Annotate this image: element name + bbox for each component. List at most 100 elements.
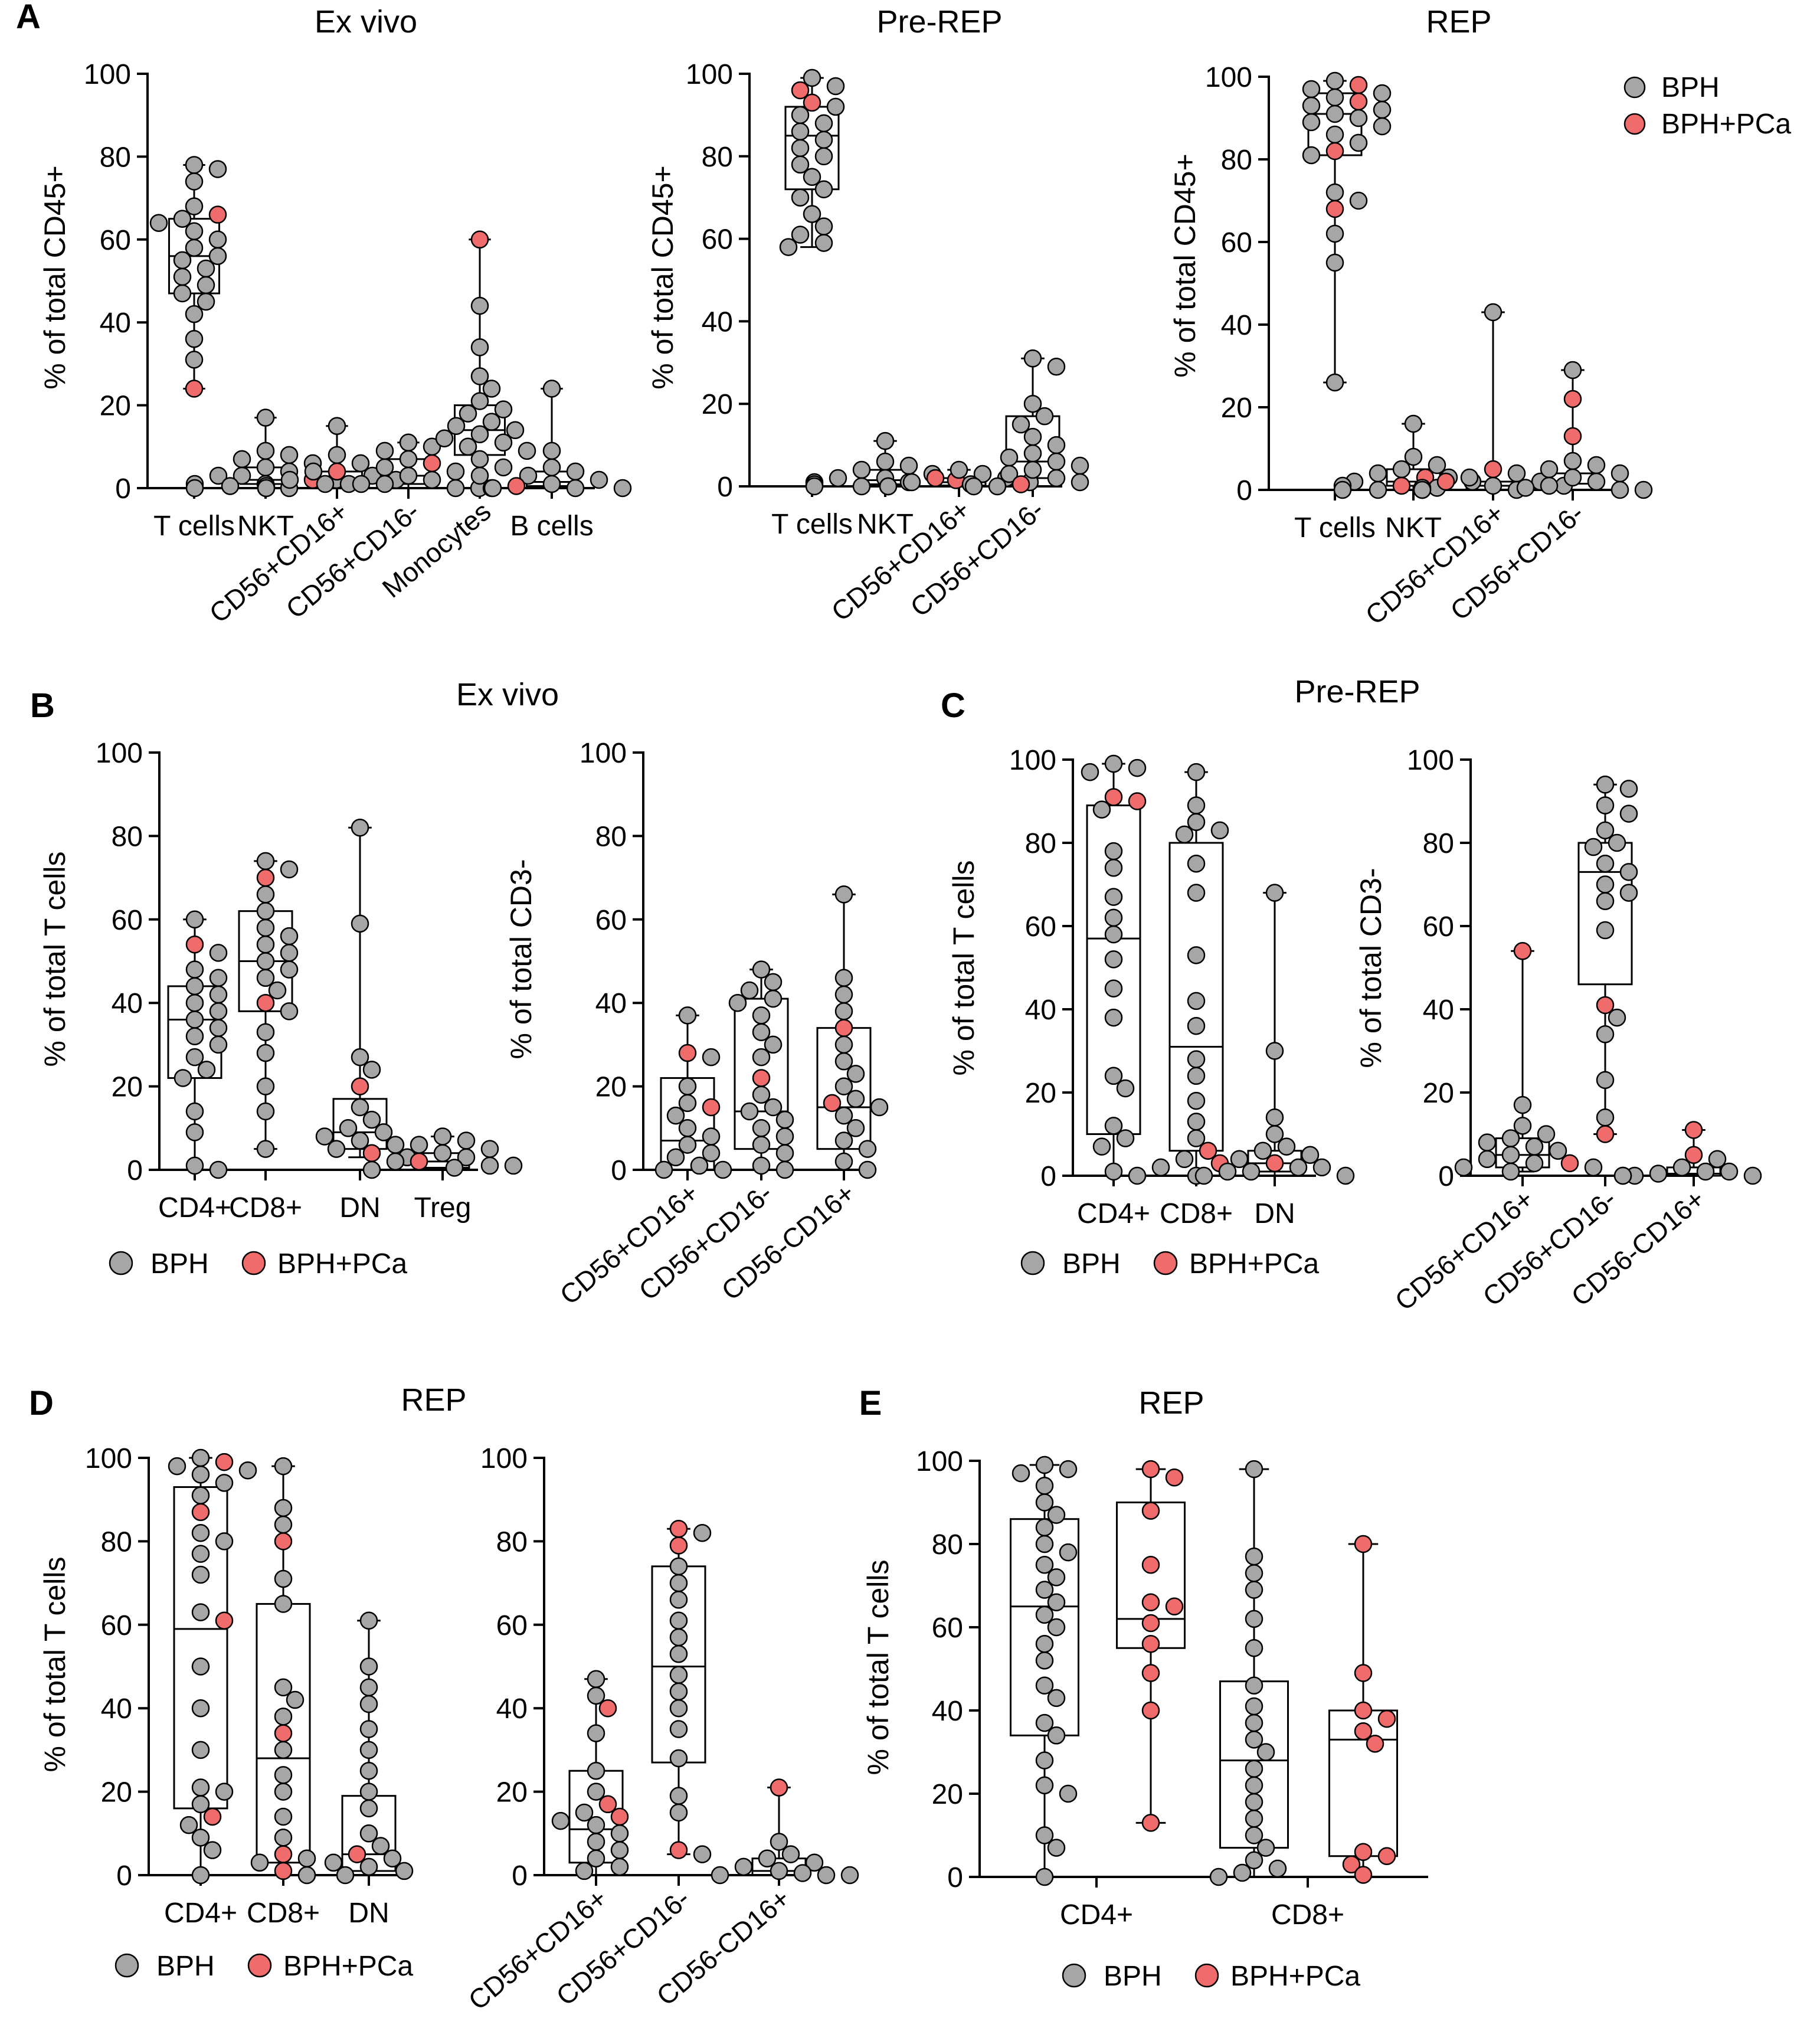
data-point-bph	[274, 1708, 293, 1726]
data-point-bph	[257, 479, 276, 498]
data-point-bph	[1549, 1141, 1567, 1160]
data-point-bph	[209, 944, 228, 962]
data-point-bph	[191, 1699, 210, 1718]
y-tick-label: 60	[101, 1610, 132, 1641]
data-point-bph	[1245, 1851, 1263, 1870]
data-point-bph	[395, 1862, 414, 1880]
y-tick-label: 60	[1221, 227, 1252, 259]
data-point-bph	[359, 1762, 378, 1780]
data-point-bph-pca	[185, 935, 204, 954]
data-point-bph-pca	[256, 868, 275, 887]
data-point-bph	[542, 380, 561, 398]
y-tick-label: 0	[116, 1860, 132, 1892]
data-point-bph	[1035, 1581, 1054, 1599]
data-point-bph	[215, 1532, 234, 1551]
y-tick-label: 60	[932, 1612, 963, 1644]
data-point-bph	[1696, 1162, 1715, 1181]
data-point-bph	[764, 973, 783, 992]
data-point-bph	[1478, 1150, 1497, 1169]
data-point-bph	[351, 1098, 369, 1117]
data-point-bph	[1047, 1568, 1066, 1587]
data-point-bph	[191, 1524, 210, 1542]
legend-b: BPH BPH+PCa	[109, 1248, 407, 1280]
data-point-bph-pca	[410, 1152, 428, 1171]
x-tick-label: Treg	[414, 1192, 472, 1224]
x-tick-label: CD56+CD16-	[1444, 498, 1589, 626]
data-point-bph	[480, 1140, 499, 1158]
panel-letter-e: E	[859, 1384, 882, 1422]
data-point-bph	[191, 1486, 210, 1504]
data-point-bph	[191, 1448, 210, 1467]
y-axis-label: % of total T cells	[38, 1557, 71, 1772]
y-tick-label: 80	[112, 821, 143, 852]
data-point-bph	[1035, 1634, 1054, 1653]
data-point-bph	[826, 97, 845, 116]
data-point-bph-pca	[1141, 1556, 1160, 1574]
data-point-bph	[834, 969, 853, 987]
data-point-bph	[1537, 1125, 1556, 1143]
data-point-bph	[1047, 452, 1066, 471]
legend-marker-pca	[1623, 113, 1646, 135]
data-point-bph	[1596, 776, 1615, 794]
data-point-bph	[1349, 109, 1368, 127]
data-point-bph	[215, 1474, 234, 1492]
data-point-bph	[1454, 1158, 1473, 1177]
data-point-bph	[280, 446, 299, 465]
data-point-bph	[470, 425, 489, 443]
data-point-bph	[280, 960, 299, 979]
data-point-bph-pca	[1325, 199, 1344, 218]
data-point-bph	[1596, 821, 1615, 840]
data-point-bph	[203, 1841, 222, 1859]
data-point-bph	[185, 960, 204, 979]
data-point-bph	[233, 450, 251, 469]
data-point-bph	[280, 860, 299, 879]
data-point-bph	[1047, 1839, 1066, 1857]
legend-label-pca: BPH+PCa	[1661, 109, 1791, 140]
y-tick-label: 40	[100, 308, 131, 339]
data-point-bph	[359, 1782, 378, 1801]
data-point-bph	[734, 1857, 753, 1876]
chart-title: REP	[1426, 4, 1491, 40]
data-point-bph	[1563, 452, 1582, 470]
data-point-bph	[1104, 950, 1123, 969]
data-point-bph	[1596, 796, 1615, 815]
data-point-bph	[1104, 908, 1123, 927]
data-point-bph	[1104, 842, 1123, 861]
data-point-bph-pca	[1684, 1146, 1703, 1164]
chart-b-tcells: Ex vivo % of total T cells 0 20 40 60 80 100 CD4…	[38, 677, 559, 1224]
x-tick-label: CD4+	[1077, 1198, 1150, 1229]
data-point-bph	[191, 1545, 210, 1563]
data-point-bph	[1596, 892, 1615, 910]
data-point-bph	[1501, 1162, 1520, 1181]
data-point-bph	[752, 1006, 771, 1025]
data-point-bph	[470, 450, 489, 469]
data-point-bph	[1484, 476, 1503, 495]
data-point-bph	[1104, 1008, 1123, 1027]
data-point-bph-pca	[1349, 92, 1368, 111]
data-point-bph	[610, 1857, 629, 1876]
data-point-bph-pca	[1141, 1664, 1160, 1682]
data-point-bph	[1587, 472, 1606, 491]
data-point-bph	[1265, 884, 1284, 902]
x-tick-label: CD4+	[158, 1192, 231, 1224]
data-point-bph	[1245, 1713, 1263, 1732]
data-point-bph-pca	[1354, 1843, 1373, 1861]
y-tick-label: 20	[595, 1072, 627, 1103]
data-point-bph	[678, 1006, 697, 1025]
data-point-bph	[834, 1131, 853, 1150]
y-tick-label: 40	[1423, 995, 1454, 1026]
data-point-bph-pca	[1141, 1701, 1160, 1720]
chart-a-prerep: Pre-REP % of total CD45+ 0 20 40 60 80 100 T cel…	[646, 4, 1089, 627]
x-tick-label: NKT	[1385, 512, 1442, 544]
data-point-bph	[1302, 80, 1321, 99]
data-point-bph	[669, 1591, 688, 1609]
data-point-bph	[1460, 468, 1479, 487]
data-point-bph	[1187, 992, 1206, 1010]
data-point-bph	[374, 1123, 393, 1141]
data-point-bph	[1187, 1067, 1206, 1085]
data-point-bph	[551, 1811, 570, 1830]
data-point-bph	[494, 400, 513, 418]
data-point-bph-pca	[1436, 472, 1455, 491]
data-point-bph	[1584, 838, 1603, 856]
data-point-bph	[191, 1829, 210, 1847]
